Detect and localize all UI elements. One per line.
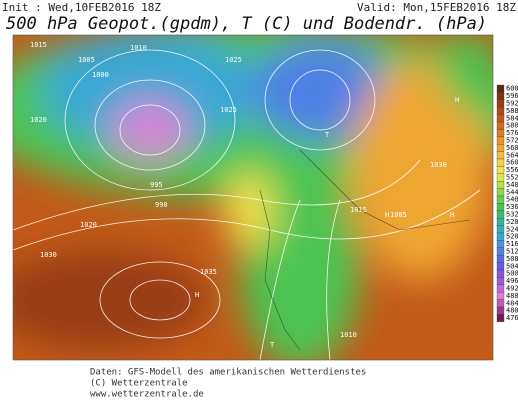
colorbar-label: 588 [506, 107, 518, 115]
colorbar-swatch [496, 269, 505, 278]
colorbar-label: 504 [506, 262, 518, 270]
colorbar-label: 524 [506, 225, 518, 233]
colorbar-swatch [496, 181, 505, 189]
colorbar-label: 552 [506, 174, 518, 182]
footer-line: www.wetterzentrale.de [90, 390, 204, 400]
colorbar-swatch [496, 299, 505, 308]
colorbar-label: 596 [506, 92, 518, 100]
colorbar-label: 500 [506, 270, 518, 278]
colorbar-swatch [496, 136, 505, 145]
colorbar-swatch [496, 306, 505, 315]
colorbar-swatch [496, 247, 505, 256]
map-label: 1025 [225, 56, 242, 64]
colorbar-swatch [496, 225, 505, 234]
map-label: 1015 [350, 206, 367, 214]
colorbar-label: 496 [506, 277, 518, 285]
colorbar-swatch [496, 121, 505, 130]
colorbar-swatch [496, 262, 505, 271]
map-label: 1010 [340, 331, 357, 339]
footer-line: (C) Wetterzentrale [90, 379, 188, 389]
colorbar-label: 492 [506, 285, 518, 293]
map-label: 1025 [220, 106, 237, 114]
colorbar-label: 512 [506, 248, 518, 256]
colorbar-swatch [496, 195, 505, 204]
colorbar-swatch [496, 210, 505, 219]
colorbar-label: 568 [506, 144, 518, 152]
colorbar-label: 572 [506, 137, 518, 145]
colorbar-swatch [496, 284, 505, 293]
map-label: H [455, 96, 459, 104]
colorbar-label: 548 [506, 181, 518, 189]
init-time: Init : Wed,10FEB2016 18Z [2, 1, 161, 14]
map-label: H [450, 211, 454, 219]
colorbar-swatch [496, 240, 505, 248]
colorbar-label: 484 [506, 299, 518, 307]
map-label: 1015 [30, 41, 47, 49]
map-label: H [385, 211, 389, 219]
colorbar-label: 540 [506, 196, 518, 204]
colorbar-label: 476 [506, 314, 518, 322]
map-label: 1010 [130, 44, 147, 52]
colorbar-label: 584 [506, 114, 518, 122]
colorbar-swatch [496, 166, 505, 174]
colorbar-label: 508 [506, 255, 518, 263]
footer-line: Daten: GFS-Modell des amerikanischen Wet… [90, 368, 366, 378]
colorbar-swatch [496, 92, 505, 100]
valid-time: Valid: Mon,15FEB2016 18Z [357, 1, 516, 14]
map-label: 1035 [200, 268, 217, 276]
colorbar-label: 564 [506, 151, 518, 159]
colorbar-label: 480 [506, 307, 518, 315]
colorbar-label: 516 [506, 240, 518, 248]
map-label: 1020 [80, 221, 97, 229]
map-frame [12, 34, 494, 361]
colorbar-swatch [496, 255, 505, 263]
colorbar-swatch [496, 173, 505, 182]
colorbar-swatch [496, 84, 505, 93]
map-label: 1000 [92, 71, 109, 79]
map-label: 1005 [78, 56, 95, 64]
colorbar-label: 528 [506, 218, 518, 226]
colorbar-label: 560 [506, 159, 518, 167]
map-label: 1020 [30, 116, 47, 124]
colorbar-swatch [496, 99, 505, 108]
colorbar-label: 532 [506, 211, 518, 219]
map-label: T [270, 341, 275, 349]
colorbar-label: 520 [506, 233, 518, 241]
colorbar-label: 488 [506, 292, 518, 300]
map-label: T [325, 131, 330, 139]
colorbar-swatch [496, 158, 505, 167]
map-label: H [195, 291, 199, 299]
map-label: 1005 [390, 211, 407, 219]
colorbar-swatch [496, 129, 505, 137]
colorbar-label: 600 [506, 85, 518, 93]
colorbar-label: 576 [506, 129, 518, 137]
colorbar-label: 544 [506, 188, 518, 196]
colorbar-swatch [496, 188, 505, 197]
map [13, 35, 493, 360]
colorbar-label: 592 [506, 100, 518, 108]
colorbar-swatch [496, 292, 505, 300]
colorbar-swatch [496, 232, 505, 241]
colorbar-swatch [496, 114, 505, 123]
colorbar-label: 536 [506, 203, 518, 211]
colorbar-swatch [496, 277, 505, 285]
colorbar-swatch [496, 203, 505, 211]
map-label: 990 [155, 201, 168, 209]
colorbar-label: 556 [506, 166, 518, 174]
map-label: 995 [150, 181, 163, 189]
colorbar-swatch [496, 151, 505, 160]
colorbar-swatch [496, 107, 505, 115]
colorbar-swatch [496, 144, 505, 152]
colorbar-swatch [496, 218, 505, 226]
map-label: 1030 [430, 161, 447, 169]
title: 500 hPa Geopot.(gpdm), T (C) und Bodendr… [6, 14, 487, 34]
colorbar-swatch [496, 314, 505, 322]
colorbar-label: 580 [506, 122, 518, 130]
map-label: 1030 [40, 251, 57, 259]
